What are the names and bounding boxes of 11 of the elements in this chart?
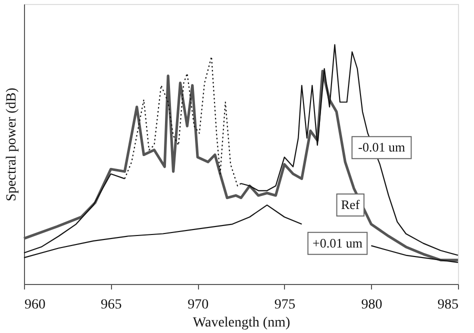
series-label: -0.01 um [358, 140, 406, 155]
series-label: +0.01 um [312, 235, 362, 250]
x-tick-label: 980 [361, 298, 382, 312]
x-tick-label: 985 [438, 298, 458, 312]
series-label: Ref [340, 197, 360, 212]
x-tick-label: 965 [100, 298, 122, 312]
y-axis-title: Spectral power (dB) [4, 87, 20, 202]
x-tick-label: 975 [274, 298, 296, 312]
x-tick-label: 970 [188, 298, 209, 312]
x-tick-label: 960 [24, 298, 46, 312]
x-axis-title: Wavelength (nm) [192, 316, 290, 330]
